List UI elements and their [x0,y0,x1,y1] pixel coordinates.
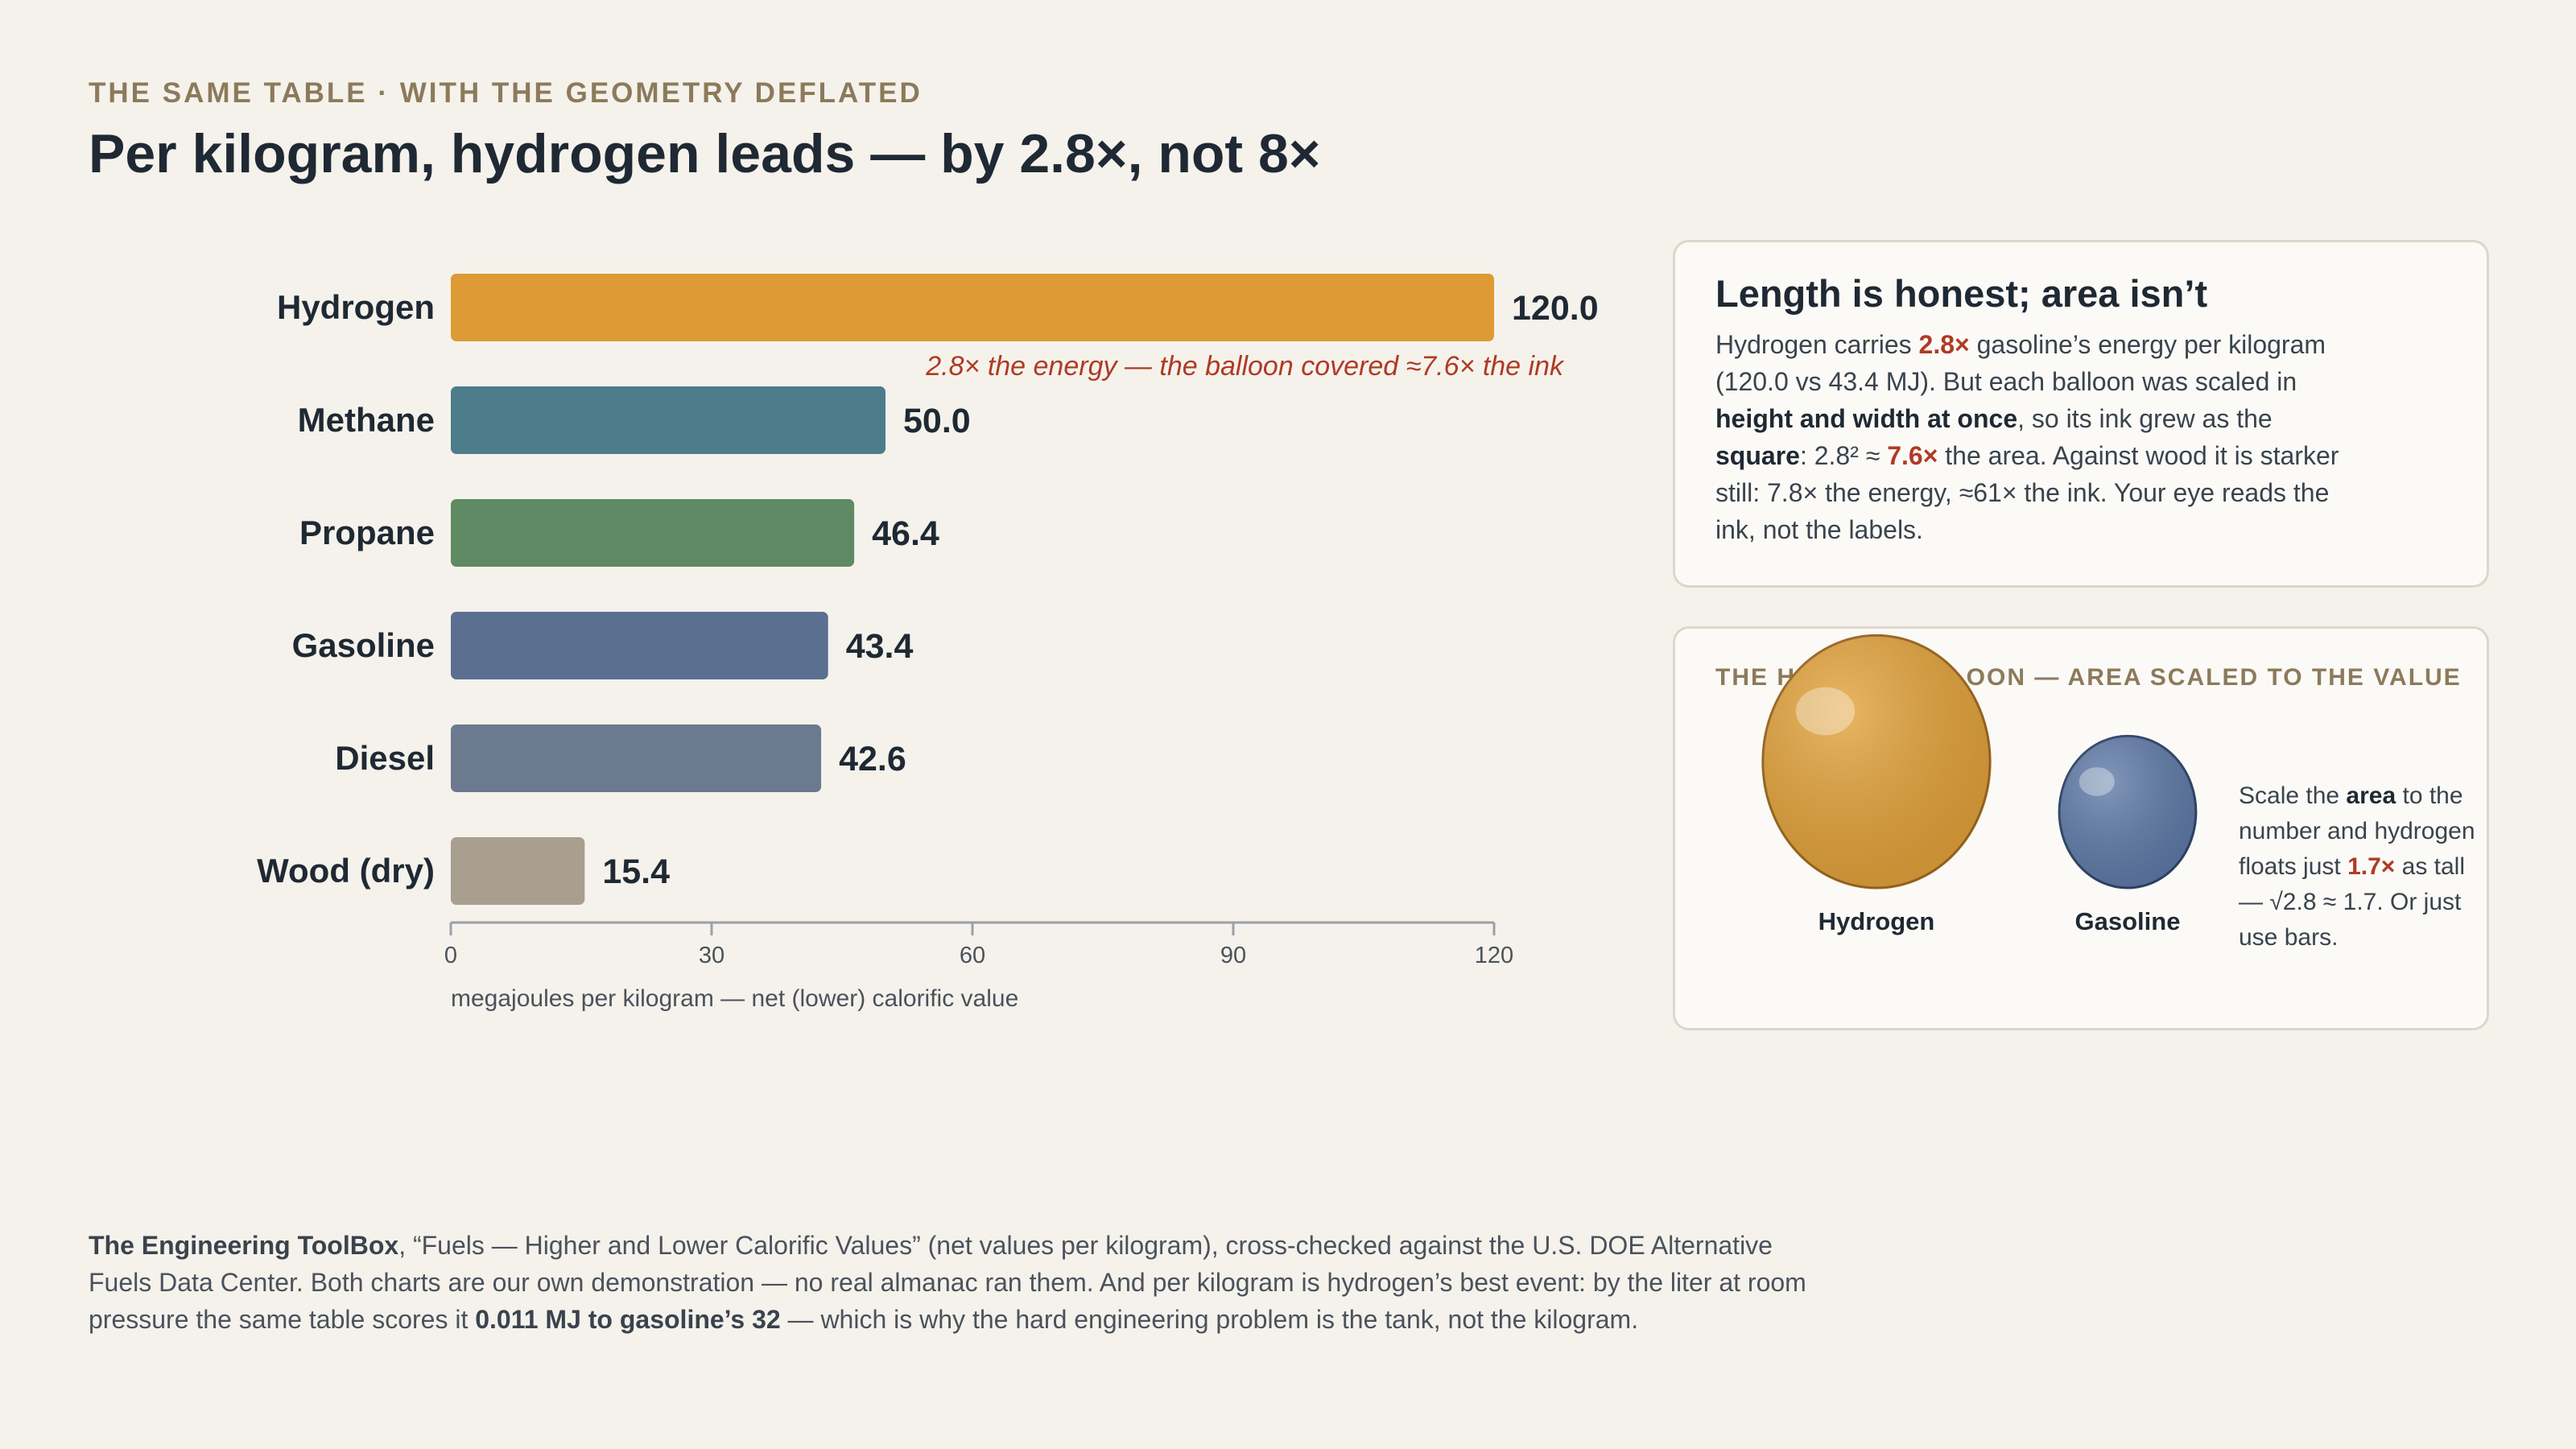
bar [451,274,1494,341]
card-body: Hydrogen carries 2.8× gasoline’s energy … [1715,326,2343,548]
annotation: 2.8× the energy — the balloon covered ≈7… [925,351,1565,382]
body-text: , so its ink grew as the [2017,404,2273,433]
source-text: — which is why the hard engineering prob… [780,1305,1639,1334]
bar [451,837,585,905]
page-title: Per kilogram, hydrogen leads — by 2.8×, … [89,123,1321,184]
category-label: Diesel [335,739,435,777]
height-ratio-highlight: 1.7× [2347,853,2396,880]
value-label: 43.4 [846,627,914,666]
source-name: The Engineering ToolBox [89,1231,399,1260]
bar [451,386,886,454]
balloon-shading [2059,736,2196,888]
area-ratio-highlight: 7.6× [1887,441,1938,470]
kicker: THE SAME TABLE · WITH THE GEOMETRY DEFLA… [89,77,923,109]
category-label: Gasoline [292,626,435,664]
balloon-highlight [1795,687,1856,736]
category-label: Hydrogen [277,288,435,326]
body-text: : 2.8² ≈ [1799,441,1888,470]
value-label: 15.4 [602,852,670,891]
x-tick-label: 30 [699,943,724,968]
balloon-label: Gasoline [2075,907,2181,935]
category-label: Wood (dry) [257,852,435,890]
x-tick-label: 120 [1475,943,1513,968]
x-tick-label: 0 [444,943,457,968]
side-text: to the number and hydrogen floats just [2239,782,2475,880]
bar [451,612,828,679]
balloon-illustration: Hydrogen Gasoline [1761,634,2198,935]
value-label: 50.0 [903,402,971,440]
x-axis-title: megajoules per kilogram — net (lower) ca… [451,985,1018,1012]
x-tick-label: 60 [960,943,985,968]
value-label: 46.4 [872,514,939,553]
honest-balloon-card: THE HONEST BALLOON — AREA SCALED TO THE … [1673,626,2489,1030]
body-text: the area. Against wood it is starker sti… [1715,441,2339,544]
category-label: Methane [298,401,435,439]
balloon-shading [1762,635,1991,888]
value-label: 120.0 [1512,289,1599,328]
bar [451,724,822,792]
side-text: as tall — √2.8 ≈ 1.7. Or just use bars. [2239,853,2466,951]
category-label: Propane [299,514,435,551]
bar-chart: Hydrogen 120.0 Methane 50.0 Propane 46.4 Gasol… [257,274,1599,1012]
source-text: , “Fuels — Higher and Lower Calorific Va… [89,1231,1806,1334]
ratio-highlight: 2.8× [1918,330,1970,359]
x-tick-label: 90 [1220,943,1246,968]
bar [451,499,855,567]
body-text: Hydrogen carries [1715,330,1919,359]
balloon-label: Hydrogen [1818,907,1935,935]
explanation-card: Length is honest; area isn’t Hydrogen ca… [1673,240,2489,588]
value-label: 42.6 [839,740,906,778]
side-emphasis: area [2346,782,2396,809]
card-side-text: Scale the area to the number and hydroge… [2239,778,2488,956]
balloon-highlight [2079,767,2115,796]
body-emphasis: height and width at once [1715,404,2018,433]
body-text: gasoline’s energy per kilogram (120.0 vs… [1715,330,2326,396]
card-title: Length is honest; area isn’t [1715,272,2208,315]
body-emphasis: square [1715,441,1800,470]
side-text: Scale the [2239,782,2347,809]
source-note: The Engineering ToolBox, “Fuels — Higher… [89,1227,1811,1338]
source-emphasis: 0.011 MJ to gasoline’s 32 [475,1305,781,1334]
